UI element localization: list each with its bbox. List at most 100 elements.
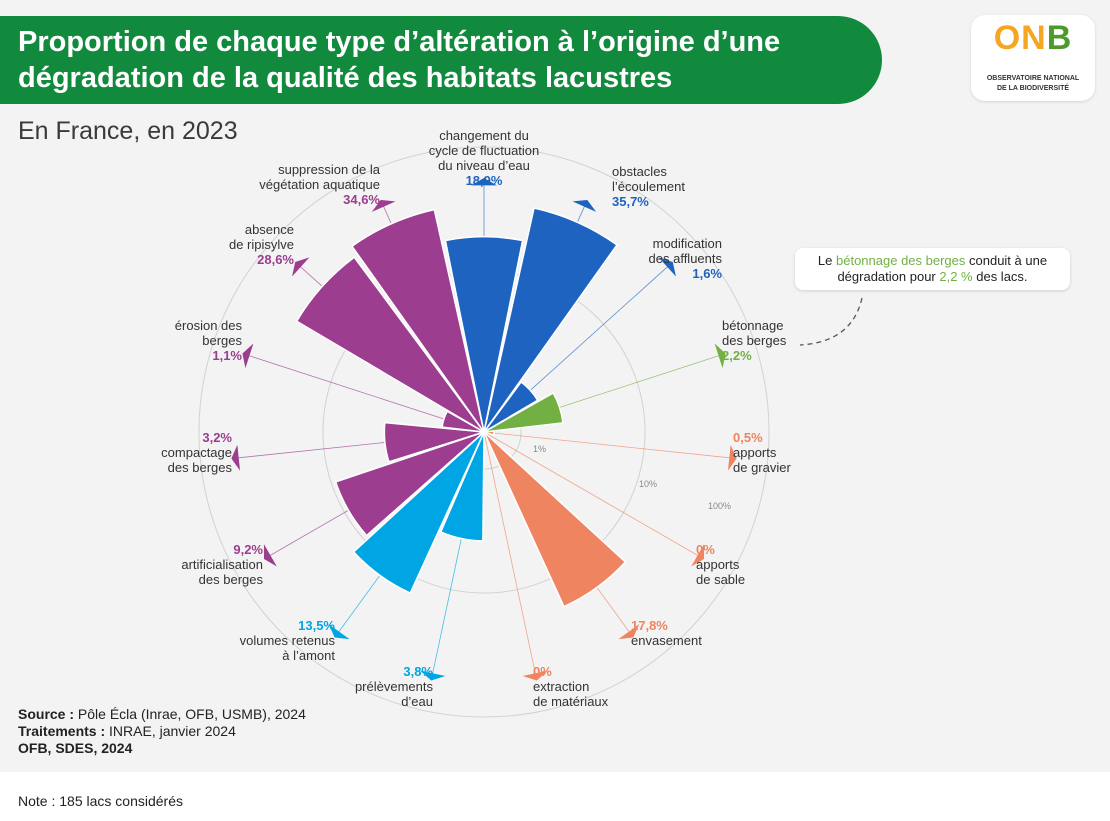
spoke-8 bbox=[483, 431, 536, 675]
value-label-14: 28,6% bbox=[257, 252, 294, 267]
category-name-1-3: du niveau d’eau bbox=[438, 158, 530, 173]
category-name-15-2: végétation aquatique bbox=[259, 177, 380, 192]
category-name-14-2: de ripisylve bbox=[229, 237, 294, 252]
callout-value: 2,2 % bbox=[939, 269, 973, 284]
value-label-3: 1,6% bbox=[692, 266, 722, 281]
source-label: Source : bbox=[18, 706, 75, 722]
logo-line-1: OBSERVATOIRE NATIONAL bbox=[986, 75, 1080, 82]
source-line: Source : Pôle Écla (Inrae, OFB, USMB), 2… bbox=[18, 706, 306, 723]
bar-3 bbox=[483, 380, 539, 433]
category-name-9-1: prélèvements bbox=[355, 679, 434, 694]
category-name-4-1: bétonnage bbox=[722, 318, 783, 333]
callout-middle: conduit à une dégradation pour bbox=[837, 253, 1048, 284]
category-name-11-2: des berges bbox=[199, 572, 264, 587]
spoke-arrow-10 bbox=[328, 623, 350, 640]
callout-highlight: bétonnage des berges bbox=[836, 253, 966, 268]
value-label-11: 9,2% bbox=[233, 542, 263, 557]
page-subtitle: En France, en 2023 bbox=[18, 117, 238, 145]
spoke-arrow-11 bbox=[263, 544, 277, 567]
grid-ring-3 bbox=[198, 146, 770, 718]
category-name-6-1: apports bbox=[696, 557, 740, 572]
callout-before: Le bbox=[817, 253, 836, 268]
category-name-1-1: changement du bbox=[439, 128, 529, 143]
spoke-arrow-1 bbox=[471, 178, 497, 186]
spoke-arrow-8 bbox=[522, 670, 548, 681]
spoke-arrow-14 bbox=[292, 257, 310, 277]
note-value: 185 lacs considérés bbox=[55, 793, 183, 809]
value-label-13: 1,1% bbox=[212, 348, 242, 363]
category-name-7-1: envasement bbox=[631, 633, 702, 648]
category-name-5-2: de gravier bbox=[733, 460, 791, 475]
category-name-2-1: obstacles bbox=[612, 164, 667, 179]
value-label-9: 3,8% bbox=[403, 664, 433, 679]
category-name-10-1: volumes retenus bbox=[240, 633, 336, 648]
category-name-12-1: compactage bbox=[161, 445, 232, 460]
category-name-5-1: apports bbox=[733, 445, 777, 460]
callout-box: Le bétonnage des berges conduit à une dé… bbox=[795, 248, 1070, 290]
spoke-arrow-12 bbox=[231, 444, 241, 471]
category-name-8-1: extraction bbox=[533, 679, 589, 694]
value-label-2: 35,7% bbox=[612, 194, 649, 209]
spoke-6 bbox=[483, 431, 699, 557]
treatment-label: Traitements : bbox=[18, 723, 106, 739]
category-name-2-2: l’écoulement bbox=[612, 179, 685, 194]
spoke-arrow-2 bbox=[572, 199, 597, 212]
bar-13 bbox=[441, 410, 485, 433]
category-name-4-2: des berges bbox=[722, 333, 787, 348]
value-label-5: 0,5% bbox=[733, 430, 763, 445]
chart-panel bbox=[0, 0, 1110, 772]
category-name-9-2: d’eau bbox=[401, 694, 433, 709]
value-label-1: 18,9% bbox=[466, 173, 503, 188]
spoke-arrow-13 bbox=[242, 343, 254, 369]
spoke-arrow-9 bbox=[420, 670, 446, 681]
category-name-6-2: de sable bbox=[696, 572, 745, 587]
spoke-arrow-15 bbox=[371, 199, 396, 212]
logo-line-2: DE LA BIODIVERSITÉ bbox=[996, 85, 1070, 92]
grid-ring-label-3: 100% bbox=[708, 501, 731, 511]
treatment-line: Traitements : INRAE, janvier 2024 bbox=[18, 723, 306, 740]
bar-5 bbox=[483, 430, 495, 436]
bar-15 bbox=[350, 208, 485, 433]
category-name-3-2: des affluents bbox=[649, 251, 723, 266]
credit-line: OFB, SDES, 2024 bbox=[18, 740, 306, 757]
value-label-8: 0% bbox=[533, 664, 552, 679]
bar-11 bbox=[334, 431, 485, 537]
value-label-6: 0% bbox=[696, 542, 715, 557]
value-label-12: 3,2% bbox=[202, 430, 232, 445]
onb-logo: ONB OBSERVATOIRE NATIONAL DE LA BIODIVER… bbox=[971, 15, 1095, 101]
category-name-8-2: de matériaux bbox=[533, 694, 609, 709]
category-label-7: 17,8%envasement bbox=[631, 618, 702, 648]
source-value: Pôle Écla (Inrae, OFB, USMB), 2024 bbox=[74, 706, 306, 722]
category-name-13-1: érosion des bbox=[175, 318, 243, 333]
category-name-10-2: à l’amont bbox=[282, 648, 335, 663]
value-label-7: 17,8% bbox=[631, 618, 668, 633]
page-title: Proportion de chaque type d’altération à… bbox=[18, 26, 781, 94]
value-label-10: 13,5% bbox=[298, 618, 335, 633]
grid-ring-label-2: 10% bbox=[639, 479, 657, 489]
grid-ring-label-1: 1% bbox=[533, 444, 546, 454]
category-name-14-1: absence bbox=[245, 222, 294, 237]
spoke-arrow-6 bbox=[691, 544, 705, 567]
category-name-12-2: des berges bbox=[168, 460, 233, 475]
chart-bars bbox=[295, 207, 627, 608]
bar-12 bbox=[383, 421, 485, 463]
bar-4 bbox=[483, 391, 564, 433]
treatment-value: INRAE, janvier 2024 bbox=[105, 723, 236, 739]
category-name-15-1: suppression de la bbox=[278, 162, 381, 177]
source-block: Source : Pôle Écla (Inrae, OFB, USMB), 2… bbox=[18, 706, 306, 757]
logo-wordmark-b: B bbox=[1046, 19, 1073, 57]
bar-1 bbox=[444, 236, 524, 433]
